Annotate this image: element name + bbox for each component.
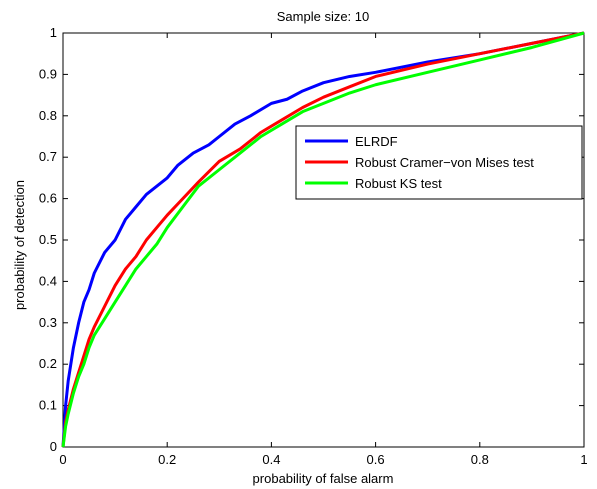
- legend-label-2: Robust KS test: [355, 176, 442, 191]
- plot-area: 0 0.2 0.4 0.6 0.8 1 0 0.1 0.2 0.3 0.4 0.5 0.6 0.7 0.8 0…: [39, 25, 588, 467]
- x-tick-label: 0.6: [367, 452, 385, 467]
- series-line-2: [61, 31, 585, 448]
- axes-box: [62, 32, 585, 448]
- series-line-0: [61, 31, 585, 448]
- x-tick-label: 1: [580, 452, 587, 467]
- x-tick-label: 0: [59, 452, 66, 467]
- legend-label-0: ELRDF: [355, 134, 398, 149]
- series-line-1: [61, 31, 585, 448]
- x-tick-label: 0.8: [471, 452, 489, 467]
- legend-label-1: Robust Cramer−von Mises test: [355, 155, 534, 170]
- y-tick-label: 0.5: [39, 232, 57, 247]
- y-axis-label: probability of detection: [12, 180, 27, 310]
- y-tick-label: 0.2: [39, 356, 57, 371]
- y-tick-label: 0.3: [39, 315, 57, 330]
- y-tick-label: 0.7: [39, 149, 57, 164]
- x-tick-label: 0.2: [158, 452, 176, 467]
- chart-title: Sample size: 10: [277, 9, 370, 24]
- y-tick-label: 0.9: [39, 66, 57, 81]
- y-tick-label: 0.1: [39, 398, 57, 413]
- y-tick-label: 0: [50, 439, 57, 454]
- y-tick-label: 0.4: [39, 273, 57, 288]
- y-tick-label: 1: [50, 25, 57, 40]
- x-tick-label: 0.4: [262, 452, 280, 467]
- y-tick-label: 0.8: [39, 108, 57, 123]
- y-tick-label: 0.6: [39, 191, 57, 206]
- x-axis-label: probability of false alarm: [253, 471, 394, 486]
- legend: ELRDF Robust Cramer−von Mises test Robust …: [295, 125, 583, 200]
